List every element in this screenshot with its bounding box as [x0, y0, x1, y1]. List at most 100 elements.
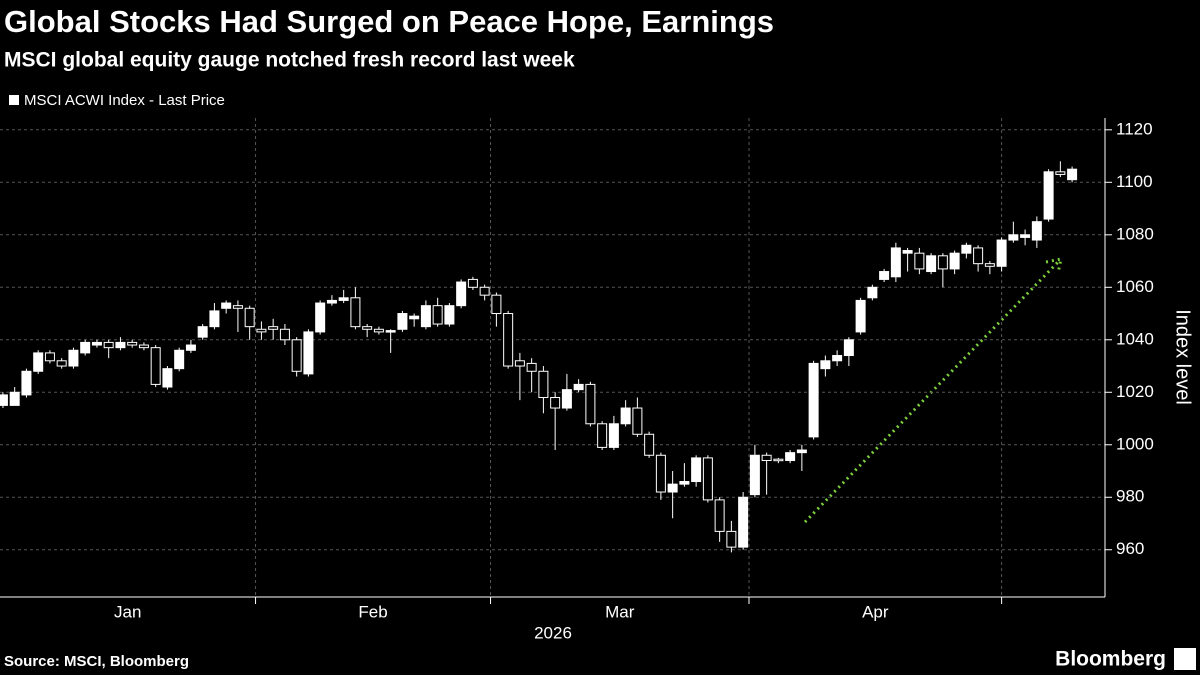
candle-body — [1020, 234, 1031, 238]
candle-body — [937, 255, 948, 270]
legend-label: MSCI ACWI Index - Last Price — [24, 92, 225, 109]
brand: Bloomberg — [1055, 648, 1166, 671]
y-tick-label: 1000 — [1116, 434, 1154, 453]
candle-body — [68, 349, 79, 367]
candle-body — [550, 397, 561, 409]
candle-body — [303, 331, 314, 375]
y-tick-label: 980 — [1116, 487, 1144, 506]
candle-body — [162, 368, 173, 388]
candle-body — [385, 330, 396, 333]
candle-body — [714, 499, 725, 532]
candle-body — [655, 454, 666, 493]
candle-body — [150, 347, 161, 385]
brand-logo — [1174, 648, 1196, 670]
candle-body — [80, 341, 91, 354]
candle-body — [561, 389, 572, 409]
candle-body — [291, 339, 302, 372]
chart-title: Global Stocks Had Surged on Peace Hope, … — [4, 4, 774, 39]
candle-body — [738, 496, 749, 548]
candle-body — [456, 281, 467, 307]
candle-body — [749, 454, 760, 496]
candle-body — [256, 328, 267, 333]
candle-body — [855, 299, 866, 333]
candle-body — [420, 305, 431, 328]
source: Source: MSCI, Bloomberg — [4, 653, 189, 670]
candle-body — [0, 394, 8, 406]
candle-body — [879, 271, 890, 280]
x-axis-label: 2026 — [534, 623, 572, 642]
candle-body — [56, 360, 67, 367]
candle-body — [890, 247, 901, 278]
candle-body — [315, 302, 326, 333]
candle-body — [197, 326, 208, 338]
trend-arrow — [803, 258, 1062, 524]
candle-body — [996, 239, 1007, 267]
candle-body — [350, 297, 361, 328]
candle-body — [843, 339, 854, 357]
candle-body — [691, 457, 702, 483]
candle-body — [491, 294, 502, 315]
candle-body — [1055, 171, 1066, 175]
x-tick-label: Jan — [114, 602, 141, 621]
candle-body — [867, 286, 878, 299]
candle-body — [432, 305, 443, 325]
candle-body — [1008, 234, 1019, 241]
candle-body — [103, 341, 114, 349]
candle-body — [832, 355, 843, 362]
candle-body — [232, 305, 243, 309]
candle-body — [138, 344, 149, 349]
legend-swatch — [9, 95, 19, 105]
candle-body — [444, 305, 455, 325]
candle-body — [773, 458, 784, 462]
candle-body — [373, 328, 384, 333]
x-tick-label: Mar — [605, 602, 635, 621]
y-tick-label: 1080 — [1116, 224, 1154, 243]
candle-body — [479, 286, 490, 296]
candle-body — [761, 454, 772, 462]
candle-body — [514, 360, 525, 367]
candle-body — [1043, 171, 1054, 220]
candle-body — [115, 341, 126, 349]
candle-body — [902, 250, 913, 254]
candle-body — [185, 344, 196, 351]
candle-body — [221, 302, 232, 309]
candle-body — [538, 370, 549, 399]
candle-body — [679, 481, 690, 485]
candle-body — [597, 423, 608, 448]
candle-body — [91, 341, 102, 346]
candle-body — [244, 307, 255, 328]
candle-body — [984, 263, 995, 267]
candle-body — [667, 483, 678, 493]
candle-body — [326, 299, 337, 304]
candle-body — [1031, 221, 1042, 241]
candle-body — [961, 244, 972, 254]
candle-body — [503, 313, 514, 367]
candle-body — [9, 391, 20, 406]
candle-body — [644, 433, 655, 456]
candle-body — [33, 352, 44, 372]
chart-subtitle: MSCI global equity gauge notched fresh r… — [4, 49, 575, 72]
candle-body — [632, 407, 643, 435]
candle-body — [796, 449, 807, 454]
arrow-head — [1045, 257, 1063, 274]
y-axis-label: Index level — [1172, 309, 1194, 405]
x-tick-label: Apr — [862, 602, 889, 621]
y-tick-label: 1020 — [1116, 382, 1154, 401]
candle-body — [585, 383, 596, 425]
y-tick-label: 960 — [1116, 539, 1144, 558]
candle-body — [362, 326, 373, 330]
candle-body — [209, 310, 220, 328]
candle-body — [279, 328, 290, 341]
candle-body — [620, 407, 631, 425]
candle-body — [973, 247, 984, 265]
y-tick-label: 1120 — [1116, 119, 1153, 138]
candle-body — [21, 370, 32, 396]
candle-body — [573, 383, 584, 391]
candle-body — [949, 252, 960, 270]
candle-body — [608, 423, 619, 448]
candle-body — [526, 362, 537, 372]
y-tick-label: 1060 — [1116, 277, 1154, 296]
candle-body — [127, 341, 138, 346]
candle-body — [926, 255, 937, 273]
